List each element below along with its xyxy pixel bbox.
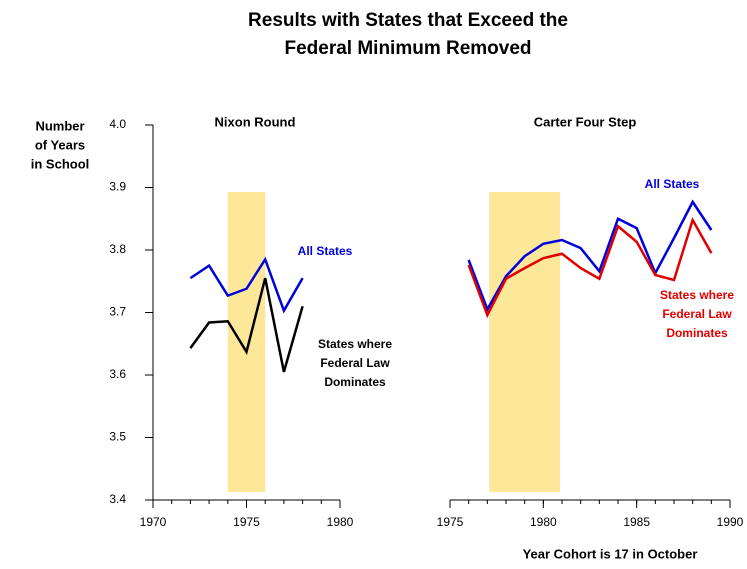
shaded-period [489,192,561,492]
y-tick-label: 3.4 [109,492,126,506]
y-tick-label: 3.5 [109,430,126,444]
line-series [467,199,713,313]
x-tick-label: 1990 [717,515,744,529]
shaded-period [227,192,266,492]
y-tick-label: 3.6 [109,367,126,381]
panel-title: Carter Four Step [534,114,637,129]
x-tick-label: 1980 [327,515,354,529]
series-label: States where [318,337,392,351]
y-tick-label: 3.8 [109,242,126,256]
series-label: Dominates [324,375,386,389]
chart-title: Results with States that Exceed the [248,10,568,31]
x-axis-label: Year Cohort is 17 in October [523,546,698,561]
x-tick-label: 1975 [437,515,464,529]
x-tick-label: 1975 [233,515,260,529]
panel-title: Nixon Round [215,114,296,129]
x-tick-label: 1980 [530,515,557,529]
series-label: All States [645,177,700,191]
y-tick-label: 3.7 [109,305,126,319]
series-label: Federal Law [662,307,732,321]
y-axis-label: of Years [35,137,85,152]
line-series [467,216,713,319]
y-axis-label: in School [31,156,90,171]
chart-title: Federal Minimum Removed [284,38,531,59]
series-label: Dominates [666,326,728,340]
y-tick-label: 3.9 [109,180,126,194]
y-tick-label: 4.0 [109,117,126,131]
x-tick-label: 1985 [623,515,650,529]
y-axis-label: Number [35,118,84,133]
line-series [189,256,304,314]
series-label: All States [298,244,353,258]
series-label: States where [660,288,734,302]
series-label: Federal Law [320,356,390,370]
x-tick-label: 1970 [140,515,167,529]
line-series [189,277,304,373]
